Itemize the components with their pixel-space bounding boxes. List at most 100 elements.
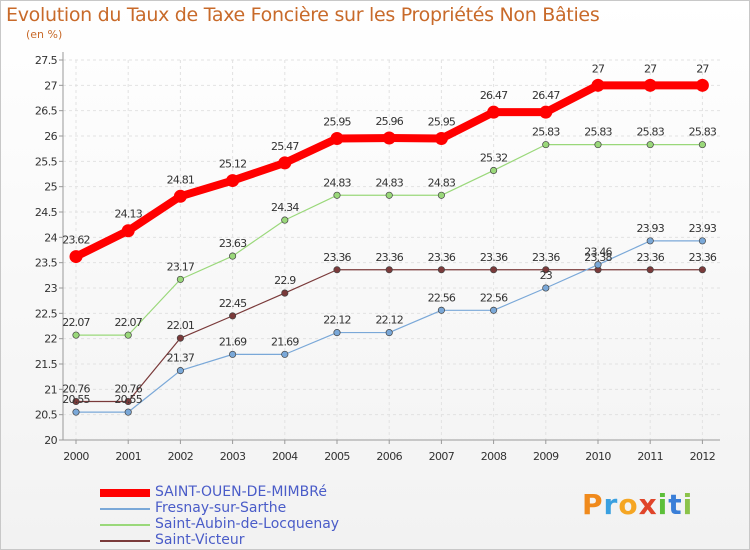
data-label: 22.12 xyxy=(375,314,403,327)
data-point xyxy=(124,408,132,416)
data-label: 22.12 xyxy=(323,314,351,327)
y-tick-label: 22 xyxy=(44,333,57,346)
legend-swatch xyxy=(100,489,150,497)
data-point xyxy=(698,141,706,149)
data-point xyxy=(72,331,80,339)
data-label: 25.96 xyxy=(375,115,403,128)
data-label: 22.9 xyxy=(274,274,296,287)
data-point xyxy=(173,189,187,203)
data-label: 22.07 xyxy=(62,316,90,329)
data-point xyxy=(226,174,240,188)
data-point xyxy=(437,306,445,314)
data-point xyxy=(490,166,498,175)
y-tick-label: 26.5 xyxy=(35,105,58,118)
x-tick-label: 2001 xyxy=(115,450,141,463)
data-point xyxy=(382,131,396,145)
legend-swatch xyxy=(100,524,150,526)
data-point xyxy=(487,105,501,119)
x-tick-label: 2006 xyxy=(376,450,402,463)
logo-letter: i xyxy=(657,488,669,521)
y-tick-label: 23.5 xyxy=(35,257,58,270)
data-point xyxy=(646,266,654,274)
data-point xyxy=(333,191,341,199)
data-point xyxy=(542,141,550,149)
data-point xyxy=(594,141,602,149)
data-point xyxy=(176,367,184,375)
data-label: 23.38 xyxy=(584,251,612,264)
legend-label: SAINT-OUEN-DE-MIMBRé xyxy=(155,484,327,500)
data-point xyxy=(124,397,132,406)
data-label: 25.83 xyxy=(636,126,664,139)
data-label: 23.36 xyxy=(636,251,664,264)
data-point xyxy=(333,329,341,337)
data-point xyxy=(646,141,654,149)
data-label: 25.32 xyxy=(480,151,508,164)
data-point xyxy=(229,312,237,320)
data-point xyxy=(330,132,344,146)
data-point xyxy=(643,78,657,92)
data-point xyxy=(385,266,393,274)
data-label: 23.36 xyxy=(323,251,351,264)
data-label: 24.34 xyxy=(271,201,299,214)
x-tick-label: 2012 xyxy=(690,450,716,463)
data-point xyxy=(539,105,553,119)
legend-swatch xyxy=(100,540,150,542)
data-label: 23.46 xyxy=(584,246,612,259)
data-label: 26.47 xyxy=(532,89,560,102)
data-point xyxy=(698,266,706,274)
data-label: 25.47 xyxy=(271,140,299,153)
data-point xyxy=(437,191,445,199)
y-tick-label: 26 xyxy=(44,130,57,143)
legend-label: Saint-Victeur xyxy=(155,532,245,548)
data-label: 22.01 xyxy=(167,319,195,332)
data-label: 21.69 xyxy=(219,335,247,348)
data-label: 20.76 xyxy=(62,382,90,395)
data-point xyxy=(229,350,237,358)
x-tick-label: 2003 xyxy=(220,450,246,463)
y-tick-label: 22.5 xyxy=(35,307,58,320)
data-point xyxy=(333,266,341,274)
proxiti-logo: Proxiti xyxy=(582,488,693,521)
y-tick-label: 24.5 xyxy=(35,206,58,219)
data-label: 22.45 xyxy=(219,297,247,310)
data-point xyxy=(176,275,184,283)
logo-letter: i xyxy=(682,488,694,521)
data-label: 21.37 xyxy=(167,352,195,365)
data-label: 24.83 xyxy=(428,176,456,189)
data-point xyxy=(542,266,550,274)
chart-title: Evolution du Taux de Taxe Foncière sur l… xyxy=(6,4,600,26)
data-point xyxy=(594,261,602,269)
data-point xyxy=(229,252,237,260)
data-label: 25.83 xyxy=(584,126,612,139)
data-label: 25.95 xyxy=(428,116,456,129)
y-tick-label: 27.5 xyxy=(35,54,58,67)
y-tick-label: 21 xyxy=(44,383,57,396)
data-label: 23.36 xyxy=(428,251,456,264)
data-label: 24.81 xyxy=(167,173,195,186)
data-label: 23.36 xyxy=(532,251,560,264)
data-label: 25.95 xyxy=(323,116,351,129)
x-tick-label: 2005 xyxy=(324,450,350,463)
y-tick-label: 27 xyxy=(44,79,57,92)
logo-letter: r xyxy=(603,488,619,521)
data-point xyxy=(72,408,80,416)
data-label: 23.93 xyxy=(689,222,717,235)
data-point xyxy=(124,331,132,339)
data-point xyxy=(72,397,80,406)
data-point xyxy=(121,224,135,238)
x-tick-label: 2004 xyxy=(272,450,298,463)
data-label: 23 xyxy=(540,269,553,282)
x-tick-label: 2007 xyxy=(429,450,455,463)
data-label: 23.17 xyxy=(167,260,195,273)
data-point xyxy=(542,284,550,292)
x-tick-label: 2010 xyxy=(585,450,611,463)
y-tick-label: 21.5 xyxy=(35,358,58,371)
y-tick-label: 20.5 xyxy=(35,409,58,422)
data-label: 22.56 xyxy=(428,291,456,304)
data-point xyxy=(490,266,498,274)
y-tick-label: 25.5 xyxy=(35,155,58,168)
data-point xyxy=(281,216,289,224)
data-point xyxy=(278,156,292,170)
